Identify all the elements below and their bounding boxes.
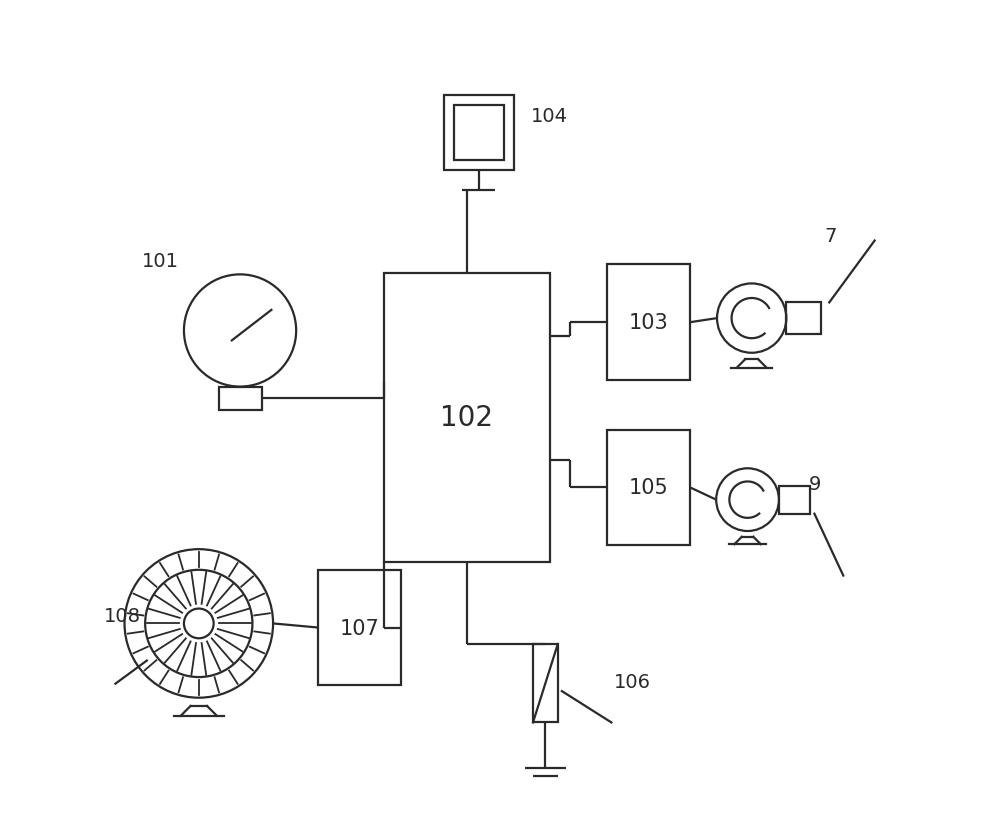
Bar [219, 387, 262, 410]
Bar [607, 430, 690, 545]
Bar [533, 644, 558, 723]
Text: 105: 105 [629, 478, 668, 498]
Bar [444, 96, 514, 170]
Text: 9: 9 [809, 474, 821, 493]
Text: 107: 107 [340, 618, 380, 638]
Text: 106: 106 [614, 672, 651, 691]
Bar [454, 106, 504, 160]
Bar [384, 274, 550, 562]
Text: 7: 7 [824, 227, 836, 246]
Bar [786, 303, 821, 334]
Text: 103: 103 [629, 313, 668, 332]
Text: 108: 108 [104, 606, 141, 625]
Text: 101: 101 [142, 251, 179, 270]
Bar [779, 486, 810, 514]
Text: 104: 104 [531, 108, 568, 127]
Bar [607, 265, 690, 380]
Text: 102: 102 [440, 404, 493, 432]
Bar [318, 570, 401, 686]
